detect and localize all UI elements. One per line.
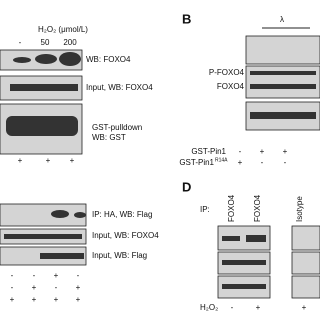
blot: [291, 251, 320, 275]
band: [10, 84, 78, 91]
sign: +: [18, 156, 23, 165]
blot-label: Input, WB: Flag: [92, 251, 147, 260]
blot-label: IP: HA, WB: Flag: [92, 210, 152, 219]
band: [250, 112, 316, 119]
band-label: P-FOXO4: [209, 68, 245, 77]
sign: +: [260, 147, 265, 156]
band: [13, 57, 31, 63]
band: [250, 84, 316, 89]
dose: 200: [63, 38, 77, 47]
blot: [291, 275, 320, 299]
sign: +: [10, 295, 15, 304]
blot-label: WB: GST: [92, 133, 126, 142]
blot-label: GST-pulldown: [92, 123, 142, 132]
blot-label: WB: FOXO4: [86, 55, 131, 64]
lane-label: FOXO4: [227, 194, 236, 222]
panel-letter: B: [182, 11, 191, 26]
band: [222, 236, 240, 241]
lane-label: FOXO4: [253, 194, 262, 222]
ip-label: IP:: [200, 205, 210, 214]
dose: -: [19, 38, 22, 47]
sign: +: [70, 156, 75, 165]
sign: -: [231, 303, 234, 312]
band: [246, 235, 266, 242]
sign: +: [238, 158, 243, 167]
blot-label: Input, WB: FOXO4: [92, 231, 159, 240]
dose: 50: [41, 38, 50, 47]
sign: +: [54, 271, 59, 280]
sign: -: [11, 283, 14, 292]
blot: [245, 35, 320, 65]
sign: +: [54, 295, 59, 304]
band: [35, 54, 57, 64]
sign: -: [55, 283, 58, 292]
band: [222, 260, 266, 265]
lane-label: Isotype: [295, 196, 304, 222]
sign: +: [76, 295, 81, 304]
band: [6, 116, 78, 136]
sign: -: [284, 158, 287, 167]
blot-label: Input, WB: FOXO4: [86, 83, 153, 92]
sign: +: [302, 303, 307, 312]
sign: -: [77, 271, 80, 280]
band: [4, 234, 82, 239]
row-label: GST-Pin1: [179, 158, 214, 167]
panel-letter: D: [182, 179, 191, 194]
band: [222, 284, 266, 289]
treatment-label: H₂O₂ (μmol/L): [38, 25, 88, 34]
band-label: FOXO4: [217, 82, 245, 91]
sign: +: [283, 147, 288, 156]
band: [250, 71, 316, 75]
band: [59, 52, 81, 66]
sign: -: [261, 158, 264, 167]
sign: -: [11, 271, 14, 280]
sign-grid: - - + - - + - + + + + +: [10, 271, 81, 304]
band: [51, 210, 69, 218]
band: [74, 212, 86, 218]
blot: [0, 203, 87, 227]
blot: [291, 225, 320, 251]
sign: -: [33, 271, 36, 280]
sign: +: [32, 295, 37, 304]
sign: +: [256, 303, 261, 312]
sign: +: [76, 283, 81, 292]
lambda: λ: [280, 15, 284, 24]
treatment-label: H₂O₂: [200, 303, 218, 312]
row-label: GST-Pin1: [191, 147, 226, 156]
superscript: R14A: [215, 157, 228, 163]
sign: +: [46, 156, 51, 165]
blot: [245, 65, 320, 99]
sign: -: [239, 147, 242, 156]
sign: +: [32, 283, 37, 292]
band: [40, 253, 84, 259]
